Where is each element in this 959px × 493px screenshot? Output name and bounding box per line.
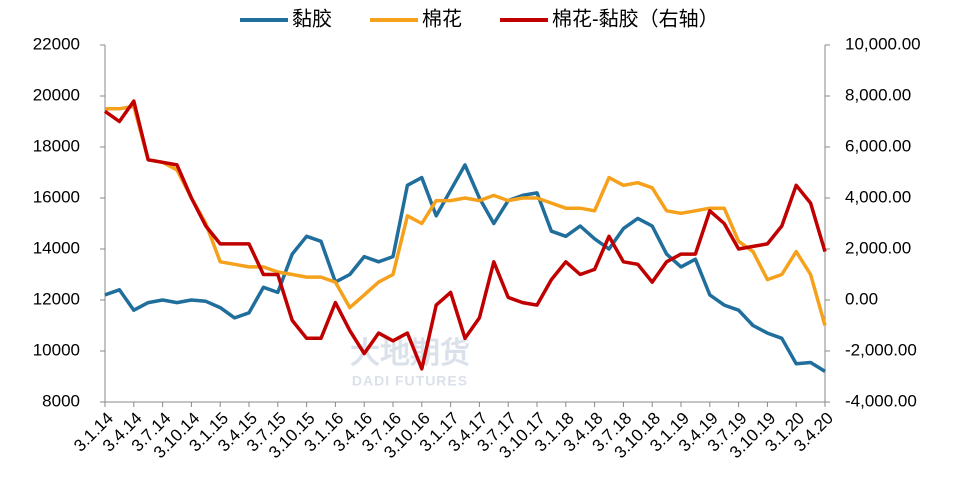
- y-tick-label: 10000: [33, 340, 80, 359]
- y2-tick-label: 10,000.00: [845, 34, 921, 53]
- legend-label: 黏胶: [292, 7, 332, 30]
- y2-tick-label: 4,000.00: [845, 187, 911, 206]
- y-tick-label: 22000: [33, 34, 80, 53]
- y2-tick-label: 6,000.00: [845, 136, 911, 155]
- y2-tick-label: 2,000.00: [845, 238, 911, 257]
- y-tick-label: 14000: [33, 238, 80, 257]
- y2-tick-label: 8,000.00: [845, 85, 911, 104]
- y-tick-label: 16000: [33, 187, 80, 206]
- series-line: [105, 104, 827, 326]
- y-tick-label: 12000: [33, 289, 80, 308]
- y-tick-label: 8000: [42, 391, 80, 410]
- y2-tick-label: 0.00: [845, 289, 878, 308]
- legend-label: 棉花: [422, 7, 462, 30]
- y-tick-label: 18000: [33, 136, 80, 155]
- y2-tick-label: -4,000.00: [845, 391, 917, 410]
- legend-label: 棉花-黏胶（右轴）: [552, 7, 719, 30]
- y2-tick-label: -2,000.00: [845, 340, 917, 359]
- watermark: DADI FUTURES: [352, 373, 468, 389]
- y-tick-label: 20000: [33, 85, 80, 104]
- series-line: [103, 99, 827, 371]
- series-line: [104, 163, 826, 373]
